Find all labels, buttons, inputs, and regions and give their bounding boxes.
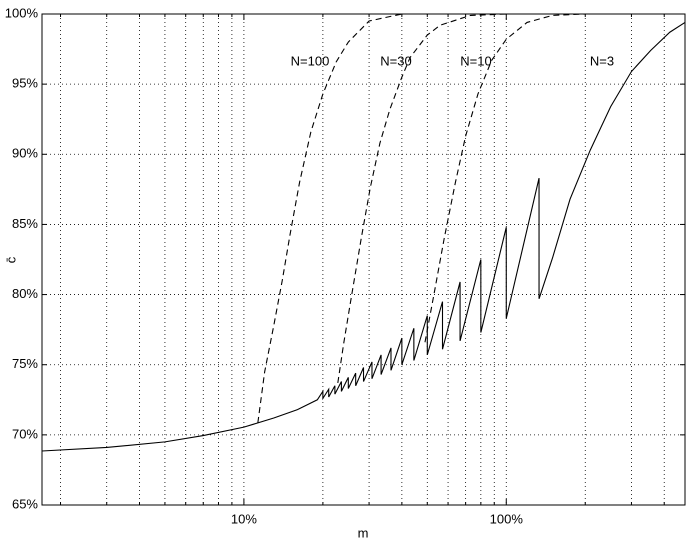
series-label: N=30 bbox=[380, 53, 411, 68]
x-axis-label: m bbox=[358, 525, 369, 540]
y-tick-label: 95% bbox=[12, 76, 38, 91]
y-tick-label: 85% bbox=[12, 216, 38, 231]
y-tick-label: 65% bbox=[12, 496, 38, 511]
data-line bbox=[257, 13, 685, 424]
series-label: N=100 bbox=[291, 53, 330, 68]
data-line bbox=[337, 13, 685, 384]
series-label: N=3 bbox=[590, 53, 614, 68]
y-tick-label: 70% bbox=[12, 426, 38, 441]
y-tick-label: 90% bbox=[12, 146, 38, 161]
series-label: N=10 bbox=[460, 53, 491, 68]
y-tick-label: 100% bbox=[5, 5, 39, 20]
y-axis-label: c̄ bbox=[3, 256, 18, 263]
x-tick-label: 100% bbox=[490, 511, 524, 526]
plot-frame bbox=[41, 13, 686, 506]
y-tick-label: 80% bbox=[12, 286, 38, 301]
data-line bbox=[424, 13, 685, 343]
data-line bbox=[41, 21, 686, 452]
x-tick-label: 10% bbox=[231, 511, 257, 526]
y-tick-label: 75% bbox=[12, 356, 38, 371]
